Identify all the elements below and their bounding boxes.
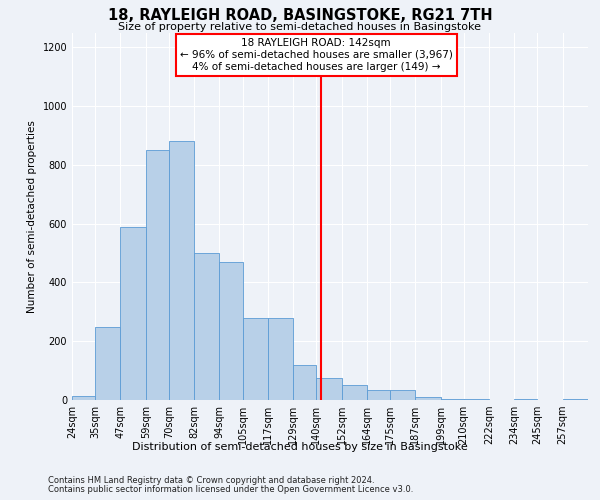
Text: Contains public sector information licensed under the Open Government Licence v3: Contains public sector information licen… [48, 485, 413, 494]
Y-axis label: Number of semi-detached properties: Number of semi-detached properties [27, 120, 37, 312]
Bar [146, 150, 169, 400]
Bar [95, 326, 121, 400]
Bar [268, 318, 293, 400]
Bar [220, 262, 242, 400]
Text: Contains HM Land Registry data © Crown copyright and database right 2024.: Contains HM Land Registry data © Crown c… [48, 476, 374, 485]
Bar [242, 318, 268, 400]
Bar [464, 398, 489, 400]
Text: 18, RAYLEIGH ROAD, BASINGSTOKE, RG21 7TH: 18, RAYLEIGH ROAD, BASINGSTOKE, RG21 7TH [107, 8, 493, 22]
Bar [169, 142, 194, 400]
Bar [293, 364, 316, 400]
Bar [563, 398, 588, 400]
Bar [415, 397, 440, 400]
Bar [367, 390, 390, 400]
Bar [121, 226, 146, 400]
Bar [440, 398, 464, 400]
Bar [514, 398, 538, 400]
Bar [194, 253, 220, 400]
Bar [341, 386, 367, 400]
Bar [72, 396, 95, 400]
Text: Distribution of semi-detached houses by size in Basingstoke: Distribution of semi-detached houses by … [132, 442, 468, 452]
Text: Size of property relative to semi-detached houses in Basingstoke: Size of property relative to semi-detach… [119, 22, 482, 32]
Bar [316, 378, 341, 400]
Text: 18 RAYLEIGH ROAD: 142sqm
← 96% of semi-detached houses are smaller (3,967)
4% of: 18 RAYLEIGH ROAD: 142sqm ← 96% of semi-d… [180, 38, 453, 72]
Bar [390, 390, 415, 400]
